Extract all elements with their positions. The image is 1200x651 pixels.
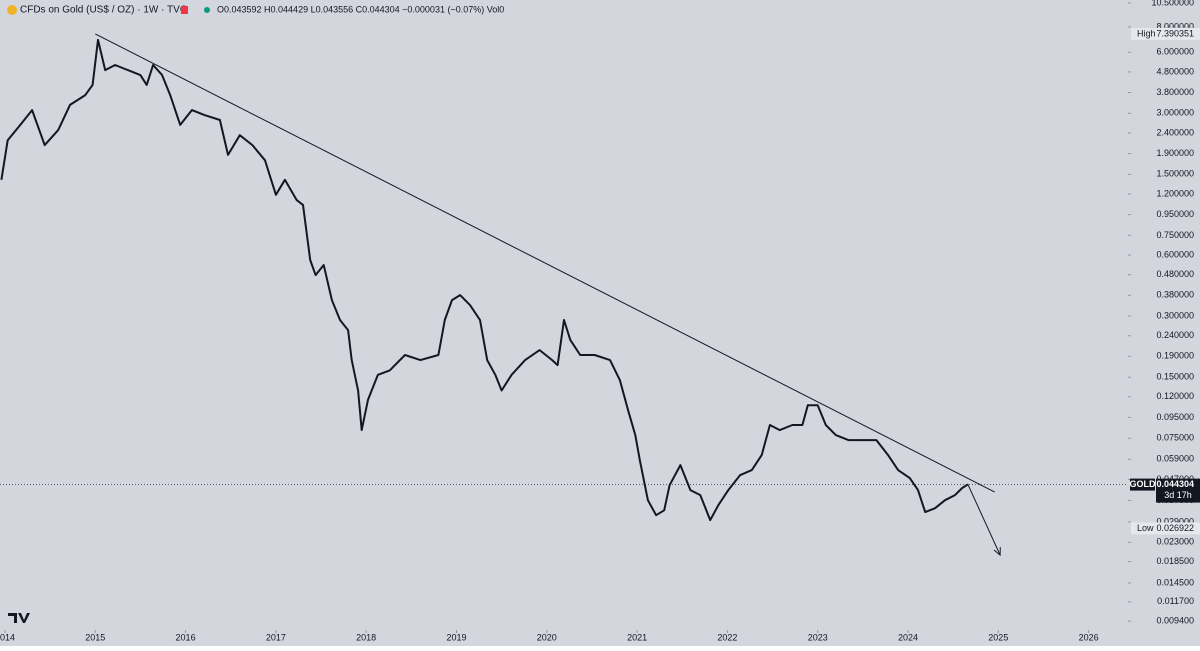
y-tick-label: 0.023000 [1156, 537, 1194, 547]
low-value: 0.026922 [1156, 523, 1194, 533]
y-tick-label: 4.800000 [1156, 66, 1194, 76]
y-tick-label: 0.029000 [1156, 516, 1194, 526]
flag-icon [181, 6, 188, 14]
x-tick-label: 2019 [446, 632, 466, 642]
y-tick-label: 0.600000 [1156, 249, 1194, 259]
x-tick-label: 2026 [1079, 632, 1099, 642]
symbol-icon [7, 5, 17, 15]
x-tick-label: 2024 [898, 632, 918, 642]
y-tick-label: 0.011700 [1157, 596, 1194, 606]
y-tick-label: 0.059000 [1156, 454, 1194, 464]
high-label: High [1137, 28, 1156, 38]
y-tick-label: 1.200000 [1156, 188, 1194, 198]
high-box [1131, 27, 1200, 40]
x-tick-label: 2023 [808, 632, 828, 642]
trendline [95, 33, 995, 493]
status-dot [204, 7, 210, 13]
x-tick-label: 2018 [356, 632, 376, 642]
y-tick-label: 0.300000 [1156, 310, 1194, 320]
price-line [0, 38, 969, 522]
x-tick-label: 2016 [176, 632, 196, 642]
y-tick-label: 3.800000 [1156, 87, 1194, 97]
x-tick-label: 2015 [85, 632, 105, 642]
arrow-head [993, 547, 1001, 557]
y-tick-label: 0.014500 [1156, 577, 1194, 587]
x-tick-label: 2020 [537, 632, 557, 642]
ohlc-text: O0.043592 H0.044429 L0.043556 C0.044304 … [217, 4, 504, 14]
x-tick-label: 2022 [717, 632, 737, 642]
y-tick-label: 0.950000 [1156, 209, 1194, 219]
y-tick-label: 0.190000 [1156, 351, 1194, 361]
countdown: 3d 17h [1164, 490, 1192, 500]
last-box [1156, 478, 1200, 503]
y-tick-label: 1.500000 [1156, 169, 1194, 179]
x-tick-label: 2021 [627, 632, 647, 642]
high-value: 7.390351 [1156, 28, 1194, 38]
y-tick-label: 0.750000 [1156, 230, 1194, 240]
symbol-title[interactable]: CFDs on Gold (US$ / OZ) · 1W · TVC [20, 5, 187, 16]
y-tick-label: 0.075000 [1156, 433, 1194, 443]
y-tick-label: 6.000000 [1156, 47, 1194, 57]
low-box [1131, 522, 1200, 535]
y-tick-label: 0.480000 [1156, 269, 1194, 279]
symbol-box [1130, 478, 1155, 491]
y-tick-label: 0.380000 [1156, 290, 1194, 300]
y-tick-label: 10.500000 [1151, 0, 1194, 7]
y-tick-label: 0.150000 [1156, 372, 1194, 382]
y-tick-label: 0.095000 [1156, 412, 1194, 422]
y-tick-label: 1.900000 [1156, 148, 1194, 158]
y-tick-label: 8.000000 [1156, 21, 1194, 31]
symbol-label: GOLD [1130, 479, 1156, 489]
x-tick-label: 2025 [988, 632, 1008, 642]
y-tick-label: 0.120000 [1156, 391, 1194, 401]
x-tick-label: 2017 [266, 632, 286, 642]
y-tick-label: 0.009400 [1156, 616, 1194, 626]
tv-logo [8, 613, 30, 623]
y-tick-label: 0.240000 [1156, 330, 1194, 340]
x-tick-label: 2014 [0, 632, 15, 642]
arrow-line [967, 483, 1001, 556]
low-label: Low [1137, 523, 1154, 533]
y-tick-label: 2.400000 [1156, 127, 1194, 137]
y-tick-label: 3.000000 [1156, 108, 1194, 118]
y-tick-label: 0.018500 [1156, 556, 1194, 566]
last-value: 0.044304 [1156, 479, 1194, 489]
